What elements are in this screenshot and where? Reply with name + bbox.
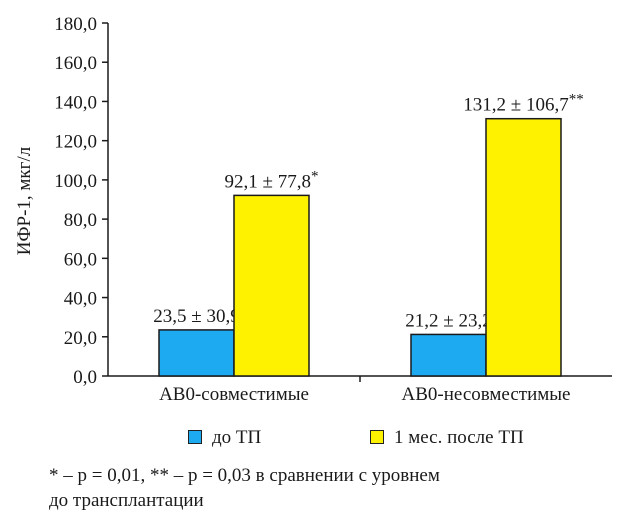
y-tick-label: 40,0: [64, 289, 97, 310]
y-tick-label: 60,0: [64, 249, 97, 270]
y-tick-label: 180,0: [54, 14, 97, 35]
bar-data-label: 21,2 ± 23,2: [405, 310, 491, 331]
bar-data-label: 23,5 ± 30,9: [153, 306, 239, 327]
footnote-line-2: до трансплантации: [49, 490, 204, 511]
x-axis-category-labels: АВ0-совместимые АВ0-несовместимые: [159, 376, 570, 405]
legend-item-after-tp: 1 мес. после ТП: [370, 426, 524, 450]
y-axis-ticks: 0,0 20,0 40,0 60,0 80,0 100,0 120,0 140,0 160,0 1…: [54, 14, 108, 388]
bar-after-tp: [485, 117, 562, 377]
legend-swatch-yellow: [370, 429, 384, 444]
legend: до ТП 1 мес. после ТП: [188, 426, 608, 452]
bars: 23,5 ± 30,9 92,1 ± 77,8* 21,2 ± 23,2 131,2 …: [153, 92, 584, 377]
legend-item-before-tp: до ТП: [188, 426, 261, 450]
y-tick-label: 0,0: [73, 367, 97, 388]
x-category-label: АВ0-совместимые: [159, 384, 309, 405]
bar-data-label: 131,2 ± 106,7**: [463, 92, 583, 116]
legend-label-after-tp: 1 мес. после ТП: [394, 427, 524, 448]
y-tick-label: 160,0: [54, 53, 97, 74]
y-tick-label: 100,0: [54, 171, 97, 192]
y-tick-label: 80,0: [64, 210, 97, 231]
bar-before-tp: [410, 333, 487, 377]
footnote: * – p = 0,01, ** – p = 0,03 в сравнении …: [49, 463, 609, 513]
legend-swatch-blue: [188, 429, 202, 444]
bar-chart: 0,0 20,0 40,0 60,0 80,0 100,0 120,0 140,0 160,0 1…: [14, 14, 612, 405]
bar-before-tp: [158, 329, 235, 377]
y-tick-label: 20,0: [64, 328, 97, 349]
x-category-label: АВ0-несовместимые: [402, 384, 571, 405]
y-tick-label: 140,0: [54, 92, 97, 113]
y-axis-title: ИФР-1, мкг/л: [14, 146, 35, 255]
footnote-line-1: * – p = 0,01, ** – p = 0,03 в сравнении …: [49, 465, 440, 486]
legend-label-before-tp: до ТП: [212, 427, 262, 448]
bar-after-tp: [233, 194, 310, 377]
bar-data-label: 92,1 ± 77,8*: [225, 168, 319, 192]
y-tick-label: 120,0: [54, 132, 97, 153]
